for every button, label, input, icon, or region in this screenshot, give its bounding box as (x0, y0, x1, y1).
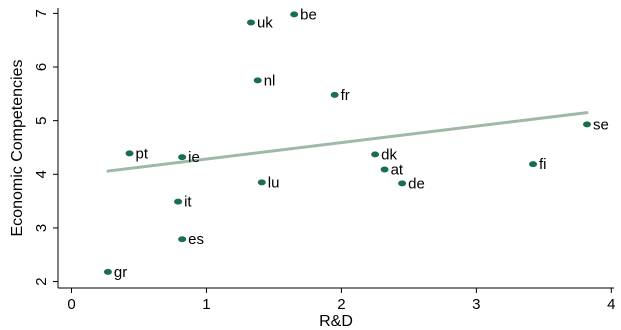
data-point-uk (246, 19, 255, 26)
data-point-be (290, 11, 299, 18)
data-label-ie: ie (188, 149, 200, 166)
points-group: be uk nl fr se pt ie dk fi at lu de it es gr (103, 6, 609, 281)
fit-line (106, 111, 589, 173)
x-tick-label: 2 (337, 296, 345, 313)
data-point-lu (257, 179, 266, 186)
y-axis-title: Economic Competencies (9, 60, 26, 237)
y-tick-label: 2 (33, 277, 50, 285)
data-point-pt (125, 150, 134, 157)
axes: 0 1 2 3 4 2 3 4 5 6 7 (33, 8, 615, 313)
y-tick-label: 4 (33, 170, 50, 178)
y-tick-label: 3 (33, 224, 50, 232)
x-axis-title: R&D (319, 313, 353, 330)
data-label-es: es (188, 231, 204, 248)
data-label-lu: lu (268, 174, 280, 191)
data-label-it: it (184, 194, 192, 211)
data-label-fi: fi (539, 156, 547, 173)
data-label-se: se (593, 116, 609, 133)
x-tick-label: 4 (607, 296, 615, 313)
data-label-de: de (408, 175, 425, 192)
data-point-ie (178, 154, 187, 161)
data-point-es (178, 236, 187, 243)
data-point-dk (371, 151, 380, 158)
data-point-at (380, 166, 389, 173)
data-label-uk: uk (257, 14, 273, 31)
y-tick-label: 7 (33, 9, 50, 17)
data-label-fr: fr (341, 87, 350, 104)
data-point-gr (103, 268, 112, 275)
x-tick-label: 1 (202, 296, 210, 313)
data-point-de (398, 180, 407, 187)
data-label-nl: nl (264, 72, 276, 89)
data-point-nl (253, 77, 262, 84)
data-label-dk: dk (381, 146, 397, 163)
data-point-fr (330, 91, 339, 98)
y-tick-label: 5 (33, 116, 50, 124)
data-label-pt: pt (136, 145, 149, 162)
fit-line-group (106, 111, 589, 173)
data-label-gr: gr (114, 264, 127, 281)
y-tick-label: 6 (33, 63, 50, 71)
x-tick-label: 3 (472, 296, 480, 313)
data-label-be: be (300, 6, 317, 23)
data-point-fi (529, 161, 538, 168)
data-point-se (583, 121, 592, 128)
data-label-at: at (391, 161, 404, 178)
x-tick-label: 0 (67, 296, 75, 313)
data-point-it (174, 198, 183, 205)
